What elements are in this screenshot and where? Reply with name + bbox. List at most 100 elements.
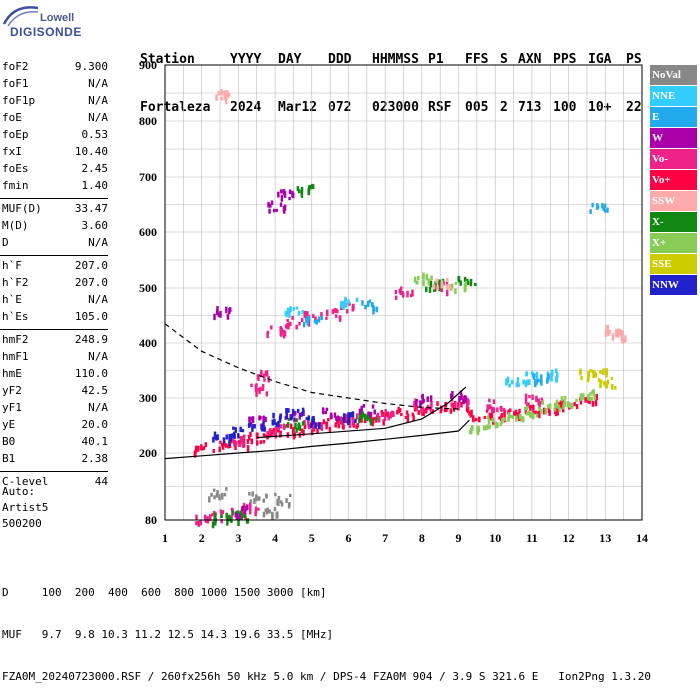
data-point-w xyxy=(275,208,279,212)
data-point-vo- xyxy=(469,414,473,418)
auto-program: Artist5 xyxy=(2,501,49,514)
data-point-ssw xyxy=(220,96,223,101)
data-point-vo- xyxy=(389,411,392,419)
data-point-sse xyxy=(597,378,601,382)
data-point-x- xyxy=(469,427,473,435)
data-point-x- xyxy=(463,288,467,293)
data-point-vo- xyxy=(333,308,337,313)
data-point-vo- xyxy=(263,378,266,382)
data-point-x- xyxy=(555,399,559,407)
data-point-vo- xyxy=(325,316,328,320)
data-point-w xyxy=(373,409,376,415)
param-value: 20.0 xyxy=(81,418,109,431)
data-point-vo- xyxy=(334,314,338,318)
data-point-w xyxy=(302,409,305,417)
data-point-noval xyxy=(268,509,271,514)
param-value: 207.0 xyxy=(74,259,108,272)
param-value: 33.47 xyxy=(74,202,108,215)
data-point-e xyxy=(606,207,609,213)
data-point-vo- xyxy=(351,417,354,422)
data-point-noval xyxy=(276,511,279,519)
param-key: M(D) xyxy=(2,219,29,232)
data-point-e xyxy=(306,319,310,326)
data-point-e xyxy=(315,320,318,325)
data-point-nnw xyxy=(213,431,217,437)
data-point-nne xyxy=(342,303,345,310)
header-value-5: RSF xyxy=(428,100,452,115)
data-point-x- xyxy=(499,422,502,427)
data-point-vo- xyxy=(246,445,250,452)
data-point-vo- xyxy=(528,395,531,399)
data-point-vo- xyxy=(400,286,403,290)
data-point-x- xyxy=(500,418,504,424)
data-point-vo- xyxy=(307,423,310,428)
data-point-x- xyxy=(360,414,363,419)
data-point-x- xyxy=(307,185,311,191)
data-point-x- xyxy=(430,275,433,281)
data-point-noval xyxy=(280,502,284,507)
data-point-vo- xyxy=(468,411,471,416)
data-point-vo- xyxy=(445,281,449,286)
header-label-7: S xyxy=(500,52,508,67)
header-value-1: 2024 xyxy=(230,100,262,115)
data-point-vo- xyxy=(289,423,293,429)
data-point-vo- xyxy=(345,309,349,314)
param-row: fmin 1.40 xyxy=(2,179,108,197)
data-point-ssw xyxy=(223,90,226,97)
logo-text-lowell: Lowell xyxy=(40,12,75,24)
data-point-vo- xyxy=(331,309,335,315)
y-tick-label: 200 xyxy=(139,446,157,460)
data-point-vo- xyxy=(499,415,503,422)
data-point-w xyxy=(293,410,296,417)
data-point-x- xyxy=(433,287,436,292)
data-point-vo- xyxy=(255,440,259,446)
data-point-w xyxy=(213,313,216,321)
data-point-w xyxy=(298,412,302,420)
data-point-x- xyxy=(491,417,494,423)
data-point-vo- xyxy=(325,425,328,430)
data-point-vo- xyxy=(262,439,266,444)
data-point-ssw xyxy=(604,330,608,337)
digisonde-logo-icon xyxy=(2,6,39,27)
param-separator xyxy=(0,329,108,330)
data-point-vo- xyxy=(471,415,475,421)
data-point-x- xyxy=(246,518,250,524)
data-point-w xyxy=(280,189,283,194)
data-point-x- xyxy=(538,406,541,411)
data-point-x- xyxy=(297,426,301,431)
param-key: C-level xyxy=(2,475,49,488)
data-point-x- xyxy=(579,393,583,399)
data-point-x- xyxy=(544,407,548,415)
data-point-sse xyxy=(605,384,609,389)
data-point-x- xyxy=(569,402,573,409)
data-point-nne xyxy=(550,369,554,377)
data-point-e xyxy=(307,316,311,321)
data-point-vo- xyxy=(431,409,434,414)
data-point-x- xyxy=(454,281,458,285)
x-tick-label: 4 xyxy=(272,531,278,545)
data-point-vo- xyxy=(404,415,408,419)
data-point-x- xyxy=(518,413,522,420)
data-point-vo- xyxy=(218,446,221,453)
data-point-x- xyxy=(310,183,314,188)
data-point-vo- xyxy=(422,409,425,417)
data-point-nnw xyxy=(231,433,235,438)
data-point-vo- xyxy=(527,402,530,407)
data-point-nnw xyxy=(296,408,300,413)
data-point-w xyxy=(321,407,325,415)
data-point-vo- xyxy=(562,406,565,413)
data-point-nnw xyxy=(262,425,265,431)
data-point-nnw xyxy=(354,418,357,423)
data-point-nne xyxy=(522,379,525,385)
data-point-nnw xyxy=(278,416,282,423)
param-row: h`Es 105.0 xyxy=(2,310,108,328)
data-point-vo- xyxy=(337,418,340,424)
data-point-x- xyxy=(240,512,244,520)
data-point-vo- xyxy=(325,421,328,425)
data-point-noval xyxy=(273,507,277,511)
data-point-w xyxy=(288,196,291,201)
data-point-nne xyxy=(510,379,514,385)
data-point-ssw xyxy=(225,92,229,99)
data-point-sse xyxy=(592,374,595,379)
param-row: yF1 N/A xyxy=(2,401,108,419)
